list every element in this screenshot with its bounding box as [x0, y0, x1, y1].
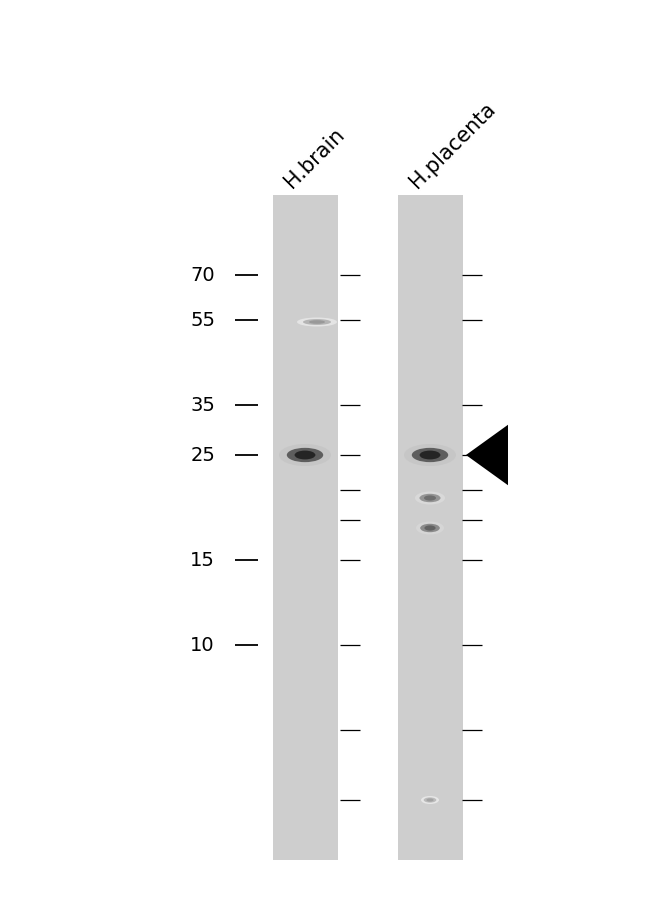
Ellipse shape — [420, 524, 440, 532]
Polygon shape — [466, 425, 508, 485]
Ellipse shape — [279, 444, 331, 466]
Text: 35: 35 — [190, 395, 215, 414]
Ellipse shape — [412, 448, 448, 462]
Ellipse shape — [424, 495, 436, 501]
Text: 10: 10 — [190, 635, 215, 655]
Ellipse shape — [419, 494, 441, 502]
Ellipse shape — [294, 450, 315, 460]
Text: 55: 55 — [190, 310, 215, 330]
Ellipse shape — [420, 450, 441, 460]
Text: H.brain: H.brain — [281, 124, 348, 192]
Ellipse shape — [303, 319, 331, 325]
Ellipse shape — [297, 318, 337, 327]
Ellipse shape — [404, 444, 456, 466]
Ellipse shape — [426, 799, 434, 801]
Text: H.placenta: H.placenta — [406, 99, 499, 192]
Text: 70: 70 — [190, 265, 215, 285]
Bar — [398, 195, 463, 860]
Text: 25: 25 — [190, 446, 215, 464]
Text: 15: 15 — [190, 551, 215, 569]
Ellipse shape — [309, 321, 325, 324]
Ellipse shape — [416, 521, 444, 534]
Bar — [272, 195, 337, 860]
Ellipse shape — [287, 448, 323, 462]
Ellipse shape — [415, 492, 445, 505]
Ellipse shape — [421, 796, 439, 804]
Ellipse shape — [424, 525, 436, 530]
Ellipse shape — [424, 798, 436, 802]
